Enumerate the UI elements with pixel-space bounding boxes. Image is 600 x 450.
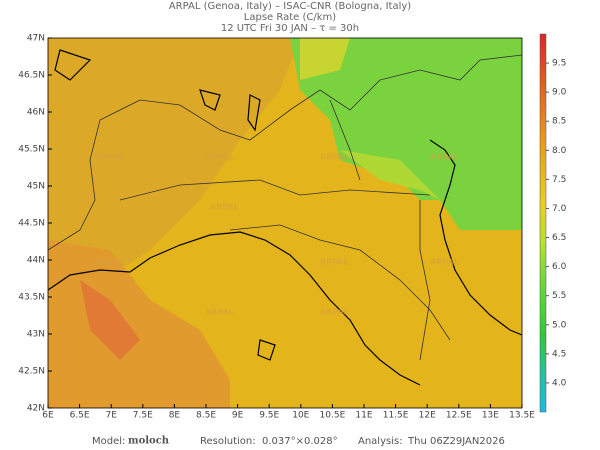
watermark: ARPAL [210,203,239,212]
header-line: 12 UTC Fri 30 JAN – τ = 30h [221,23,359,34]
x-tick-label: 9.5E [259,411,279,421]
header-line: Lapse Rate (C/km) [244,12,336,23]
colorbar-tick-label: 5.0 [552,320,567,330]
y-tick-label: 42N [27,404,45,414]
x-tick-label: 7E [105,411,117,421]
colorbar [539,33,547,413]
footer-label: Resolution: [200,436,256,447]
watermark: ARPAL [430,153,459,162]
x-tick-label: 6E [42,411,54,421]
colorbar-tick-label: 7.0 [552,204,567,214]
y-tick-label: 43N [27,330,45,340]
y-tick-label: 43.5N [18,293,45,303]
x-tick-label: 6.5E [70,411,90,421]
footer-label: Analysis: [358,436,403,447]
colorbar-tick-label: 9.0 [552,88,567,98]
colorbar-tick-label: 4.0 [552,378,567,388]
x-tick-label: 10.5E [320,411,346,421]
footer-value: moloch [128,436,170,447]
watermark: ARPAL [95,258,124,267]
x-tick-label: 12E [419,411,436,421]
footer-label: Model: [92,436,125,447]
watermark: ARPAL [205,153,234,162]
x-tick-label: 8E [169,411,181,421]
colorbar-tick-label: 6.5 [552,233,566,243]
watermark: ARPAL [430,258,459,267]
x-tick-label: 8.5E [196,411,216,421]
colorbar-tick-label: 5.5 [552,291,566,301]
x-tick-label: 9E [232,411,244,421]
field [48,38,522,408]
watermark: ARPAL [95,153,124,162]
colorbar-tick-label: 8.5 [552,117,566,127]
footer-value: Thu 06Z29JAN2026 [407,436,505,447]
coastlines [47,49,523,386]
borders [47,54,523,361]
x-tick-label: 10E [292,411,309,421]
y-tick-label: 47N [27,34,45,44]
x-tick-label: 11E [355,411,372,421]
y-tick-label: 44N [27,256,45,266]
x-tick-label: 13.5E [509,411,535,421]
colorbar-tick-label: 7.5 [552,175,566,185]
watermark: ARPAL [320,153,349,162]
y-tick-label: 46N [27,108,45,118]
y-tick-label: 45N [27,182,45,192]
colorbar-tick-label: 4.5 [552,349,566,359]
colorbar-tick-label: 6.0 [552,262,567,272]
watermark: ARPAL [320,258,349,267]
watermark: ARPAL [205,308,234,317]
header-line: ARPAL (Genoa, Italy) – ISAC-CNR (Bologna… [169,1,411,12]
x-tick-label: 7.5E [133,411,153,421]
footer-value: 0.037°×0.028° [262,436,338,447]
colorbar-tick-label: 8.0 [552,146,567,156]
watermark: ARPAL [320,308,349,317]
x-tick-label: 11.5E [383,411,409,421]
watermarks: ARPAL ARPAL ARPAL ARPAL ARPAL ARPAL ARPAL ARPAL… [95,153,459,317]
colorbar-tick-label: 9.5 [552,59,566,69]
y-tick-label: 42.5N [18,367,45,377]
x-tick-label: 12.5E [446,411,472,421]
x-tick-label: 13E [482,411,499,421]
y-tick-label: 46.5N [18,71,45,81]
y-tick-label: 45.5N [18,145,45,155]
y-tick-label: 44.5N [18,219,45,229]
